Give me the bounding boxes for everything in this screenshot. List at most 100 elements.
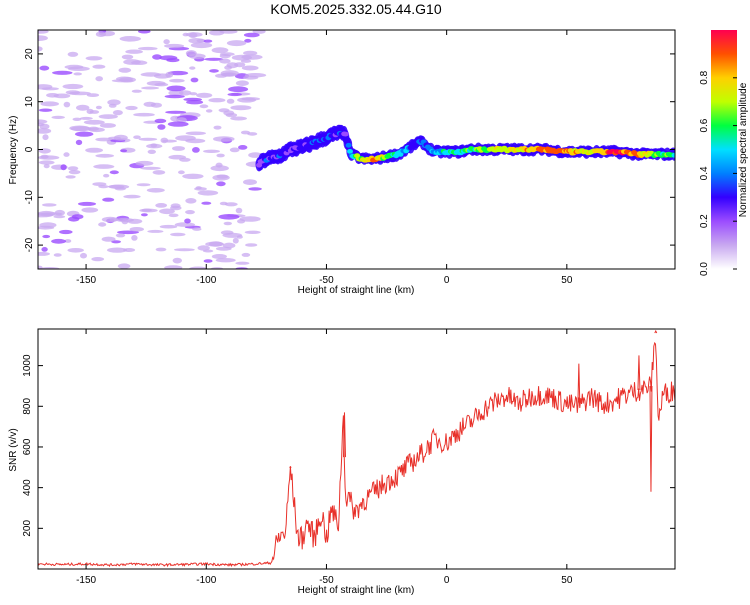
noise-blob bbox=[189, 66, 196, 70]
noise-blob bbox=[42, 234, 51, 239]
noise-blob bbox=[228, 86, 249, 93]
noise-blob bbox=[215, 258, 236, 263]
noise-blob bbox=[102, 197, 115, 202]
snr-ylabel: SNR (v/v) bbox=[8, 428, 19, 471]
noise-blob bbox=[59, 229, 73, 235]
noise-blob bbox=[203, 39, 213, 43]
noise-blob bbox=[218, 214, 240, 220]
spectrogram-xtick-label: -100 bbox=[196, 275, 216, 286]
spectrogram-xtick-label: 50 bbox=[561, 275, 573, 286]
noise-blob bbox=[109, 170, 119, 175]
noise-blob bbox=[204, 57, 224, 61]
noise-blob bbox=[53, 93, 71, 99]
noise-blob bbox=[38, 155, 60, 160]
noise-blob bbox=[241, 54, 263, 60]
spectrogram-xtick-label: -150 bbox=[76, 275, 96, 286]
noise-blob bbox=[184, 218, 191, 224]
noise-blob bbox=[107, 247, 128, 253]
noise-blob bbox=[159, 55, 178, 61]
noise-blob bbox=[216, 181, 226, 187]
noise-blob bbox=[218, 108, 230, 113]
colorbar-tick-label: 0.8 bbox=[699, 70, 710, 84]
noise-blob bbox=[95, 76, 103, 82]
noise-blob bbox=[209, 241, 223, 247]
noise-blob bbox=[230, 116, 248, 121]
noise-blob bbox=[167, 121, 189, 127]
noise-blob bbox=[182, 173, 204, 179]
noise-blob bbox=[125, 105, 138, 111]
ridge-core bbox=[342, 131, 349, 137]
noise-blob bbox=[201, 201, 212, 205]
noise-blob bbox=[147, 149, 156, 154]
noise-blob bbox=[83, 119, 105, 125]
snr-spike bbox=[637, 355, 641, 391]
colorbar-tick-label: 0.6 bbox=[699, 118, 710, 132]
noise-blob bbox=[75, 139, 83, 146]
noise-blob bbox=[60, 164, 67, 171]
snr-ytick-label: 1000 bbox=[22, 354, 33, 377]
noise-blob bbox=[178, 170, 185, 175]
noise-blob bbox=[95, 31, 106, 37]
noise-blob bbox=[165, 110, 187, 114]
noise-blob bbox=[101, 216, 119, 223]
noise-blob bbox=[209, 30, 225, 36]
noise-blob bbox=[185, 50, 197, 57]
noise-blob bbox=[160, 137, 169, 144]
snr-spike bbox=[342, 412, 346, 458]
noise-blob bbox=[107, 99, 121, 106]
spectrogram-xtick-label: 0 bbox=[444, 275, 450, 286]
noise-blob bbox=[51, 115, 65, 119]
noise-blob bbox=[244, 230, 261, 234]
snr-line bbox=[38, 341, 675, 568]
noise-blob bbox=[230, 105, 252, 111]
noise-blob bbox=[38, 30, 49, 34]
noise-blob bbox=[39, 222, 57, 228]
noise-blob bbox=[133, 135, 141, 139]
noise-blob bbox=[164, 265, 183, 269]
noise-blob bbox=[146, 80, 166, 86]
snr-frame bbox=[37, 328, 676, 570]
noise-blob bbox=[147, 229, 164, 233]
noise-blob bbox=[129, 227, 144, 232]
noise-blob bbox=[42, 134, 49, 141]
noise-blob bbox=[223, 221, 232, 226]
spectrogram-ytick-label: 10 bbox=[24, 96, 35, 108]
noise-blob bbox=[67, 66, 90, 71]
noise-blob bbox=[172, 146, 185, 151]
spectrogram-xtick-label: -50 bbox=[319, 275, 334, 286]
noise-blob bbox=[152, 170, 166, 175]
noise-blob bbox=[215, 73, 228, 78]
ridge-core bbox=[347, 149, 353, 154]
noise-blob bbox=[190, 42, 213, 49]
snr-xtick-label: 0 bbox=[444, 575, 450, 586]
noise-blob bbox=[76, 104, 90, 111]
noise-blob bbox=[65, 175, 76, 179]
noise-blob bbox=[150, 102, 162, 108]
snr-xtick-label: -150 bbox=[76, 575, 96, 586]
noise-blob bbox=[165, 71, 174, 78]
noise-blob bbox=[99, 123, 116, 128]
figure-title: KOM5.2025.332.05.44.G10 bbox=[270, 1, 441, 17]
noise-blob bbox=[133, 112, 155, 117]
noise-blob bbox=[224, 65, 233, 70]
noise-blob bbox=[213, 136, 235, 142]
colorbar-tick-label: 0.0 bbox=[699, 262, 710, 276]
noise-blob bbox=[135, 160, 154, 166]
noise-blob bbox=[192, 227, 202, 231]
snr-marks bbox=[38, 329, 675, 568]
noise-blob bbox=[216, 153, 225, 158]
noise-blob bbox=[53, 253, 62, 257]
noise-blob bbox=[192, 147, 200, 153]
noise-blob bbox=[170, 203, 181, 209]
colorbar-tick-label: 0.4 bbox=[699, 166, 710, 180]
noise-blob bbox=[70, 126, 92, 132]
noise-blob bbox=[243, 32, 260, 38]
noise-blob bbox=[118, 67, 132, 73]
noise-blob bbox=[197, 245, 210, 251]
noise-blob bbox=[203, 149, 220, 153]
noise-blob bbox=[166, 85, 186, 92]
noise-blob bbox=[170, 232, 186, 237]
noise-blob bbox=[212, 174, 230, 181]
noise-blob bbox=[159, 224, 178, 229]
